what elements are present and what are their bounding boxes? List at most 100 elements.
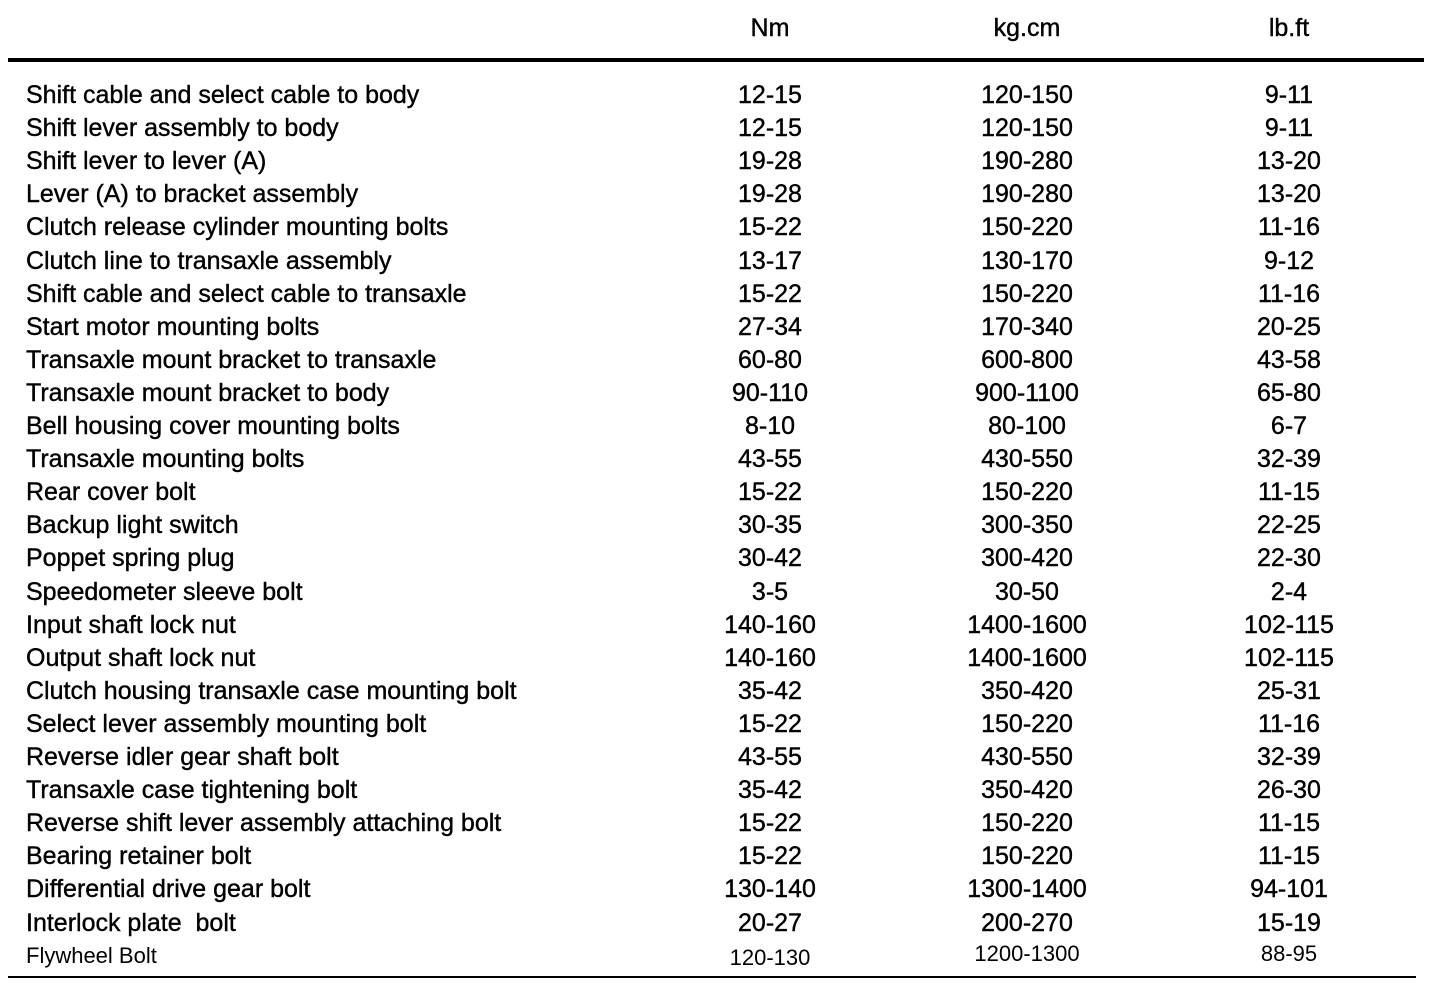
torque-value: 43-58 xyxy=(1257,345,1321,374)
torque-value: 12-15 xyxy=(738,81,802,109)
column-header: kg.cm xyxy=(993,14,1061,42)
row-label: Poppet spring plug xyxy=(26,544,235,573)
row-label: Interlock plate bolt xyxy=(26,908,236,937)
torque-value: 22-25 xyxy=(1257,511,1321,540)
torque-value: 120-150 xyxy=(981,114,1073,143)
torque-value: 15-19 xyxy=(1257,908,1321,937)
torque-value: 30-50 xyxy=(995,577,1059,606)
torque-value: 88-95 xyxy=(1260,940,1318,966)
torque-value: 150-220 xyxy=(981,842,1073,871)
torque-value: 6-7 xyxy=(1270,412,1308,440)
torque-value: 30-35 xyxy=(738,511,802,540)
row-label: Shift cable and select cable to body xyxy=(26,81,420,109)
torque-value: 8-10 xyxy=(744,412,796,440)
row-label: Clutch housing transaxle case mounting b… xyxy=(26,676,517,705)
row-label: Shift lever assembly to body xyxy=(26,114,339,143)
torque-value: 1300-1400 xyxy=(967,875,1087,904)
torque-value: 102-115 xyxy=(1244,610,1334,639)
torque-value: 65-80 xyxy=(1257,378,1321,407)
row-label: Transaxle mounting bolts xyxy=(26,445,305,474)
torque-value: 30-42 xyxy=(738,544,802,573)
row-label: Transaxle case tightening bolt xyxy=(26,776,358,805)
torque-value: 32-39 xyxy=(1257,445,1321,474)
torque-value: 9-12 xyxy=(1263,246,1315,275)
torque-value: 35-42 xyxy=(738,676,802,705)
torque-value: 15-22 xyxy=(738,279,802,308)
torque-value: 15-22 xyxy=(738,213,802,242)
torque-value: 102-115 xyxy=(1244,643,1334,672)
row-label: Speedometer sleeve bolt xyxy=(26,577,303,606)
torque-value: 11-15 xyxy=(1257,842,1321,871)
row-label: Select lever assembly mounting bolt xyxy=(26,709,427,738)
torque-value: 190-280 xyxy=(981,180,1073,209)
torque-value: 15-22 xyxy=(738,809,802,838)
torque-value: 1400-1600 xyxy=(967,610,1087,639)
torque-value: 20-27 xyxy=(738,908,802,937)
torque-value: 3-5 xyxy=(751,577,789,606)
torque-value: 35-42 xyxy=(738,776,802,805)
torque-value: 300-350 xyxy=(981,511,1073,540)
torque-value: 9-11 xyxy=(1264,114,1314,143)
torque-value: 120-150 xyxy=(981,81,1073,109)
row-label: Bell housing cover mounting bolts xyxy=(26,412,400,440)
torque-value: 430-550 xyxy=(981,743,1073,771)
torque-value: 1200-1300 xyxy=(974,940,1080,966)
column-header: lb.ft xyxy=(1268,14,1310,42)
torque-value: 19-28 xyxy=(738,147,802,176)
torque-value: 19-28 xyxy=(738,180,802,209)
torque-value: 190-280 xyxy=(981,147,1073,176)
row-label: Lever (A) to bracket assembly xyxy=(26,180,359,209)
row-label: Clutch line to transaxle assembly xyxy=(26,246,392,275)
torque-value: 170-340 xyxy=(981,312,1073,341)
torque-value: 150-220 xyxy=(981,709,1073,738)
row-label: Rear cover bolt xyxy=(26,478,196,507)
torque-value: 20-25 xyxy=(1257,312,1321,341)
torque-value: 15-22 xyxy=(738,709,802,738)
row-label: Backup light switch xyxy=(26,511,239,540)
row-label: Differential drive gear bolt xyxy=(26,875,311,904)
torque-value: 27-34 xyxy=(738,312,802,341)
torque-value: 26-30 xyxy=(1257,776,1321,805)
torque-value: 43-55 xyxy=(738,743,802,771)
torque-value: 13-17 xyxy=(738,246,802,275)
torque-value: 2-4 xyxy=(1270,577,1308,606)
torque-value: 11-16 xyxy=(1257,709,1321,738)
torque-value: 60-80 xyxy=(738,345,802,374)
torque-value: 120-130 xyxy=(729,944,811,970)
torque-value: 140-160 xyxy=(724,643,816,672)
torque-value: 140-160 xyxy=(724,610,816,639)
row-label: Reverse idler gear shaft bolt xyxy=(26,743,339,771)
torque-value: 150-220 xyxy=(981,279,1073,308)
header-rule xyxy=(8,58,1424,62)
row-label: Bearing retainer bolt xyxy=(26,842,252,871)
torque-value: 150-220 xyxy=(981,809,1073,838)
torque-value: 130-170 xyxy=(981,246,1073,275)
torque-value: 130-140 xyxy=(724,875,816,904)
row-label: Shift lever to lever (A) xyxy=(26,147,267,176)
torque-value: 22-30 xyxy=(1257,544,1321,573)
torque-value: 200-270 xyxy=(981,908,1073,937)
torque-value: 13-20 xyxy=(1257,147,1321,176)
row-label: Input shaft lock nut xyxy=(26,610,236,639)
torque-value: 1400-1600 xyxy=(967,643,1087,672)
column-header: Nm xyxy=(750,14,790,42)
torque-value: 150-220 xyxy=(981,478,1073,507)
torque-value: 80-100 xyxy=(988,412,1066,440)
torque-value: 300-420 xyxy=(981,544,1073,573)
row-label: Start motor mounting bolts xyxy=(26,312,320,341)
torque-value: 15-22 xyxy=(738,842,802,871)
torque-value: 13-20 xyxy=(1257,180,1321,209)
torque-value: 12-15 xyxy=(738,114,802,143)
row-label: Reverse shift lever assembly attaching b… xyxy=(26,809,502,838)
torque-value: 430-550 xyxy=(981,445,1073,474)
row-label: Transaxle mount bracket to body xyxy=(26,378,390,407)
torque-value: 150-220 xyxy=(981,213,1073,242)
torque-value: 32-39 xyxy=(1257,743,1321,771)
torque-value: 9-11 xyxy=(1264,81,1314,109)
torque-value: 11-16 xyxy=(1257,213,1321,242)
torque-value: 600-800 xyxy=(981,345,1073,374)
torque-value: 15-22 xyxy=(738,478,802,507)
torque-value: 94-101 xyxy=(1250,875,1328,904)
torque-value: 11-15 xyxy=(1257,478,1321,507)
